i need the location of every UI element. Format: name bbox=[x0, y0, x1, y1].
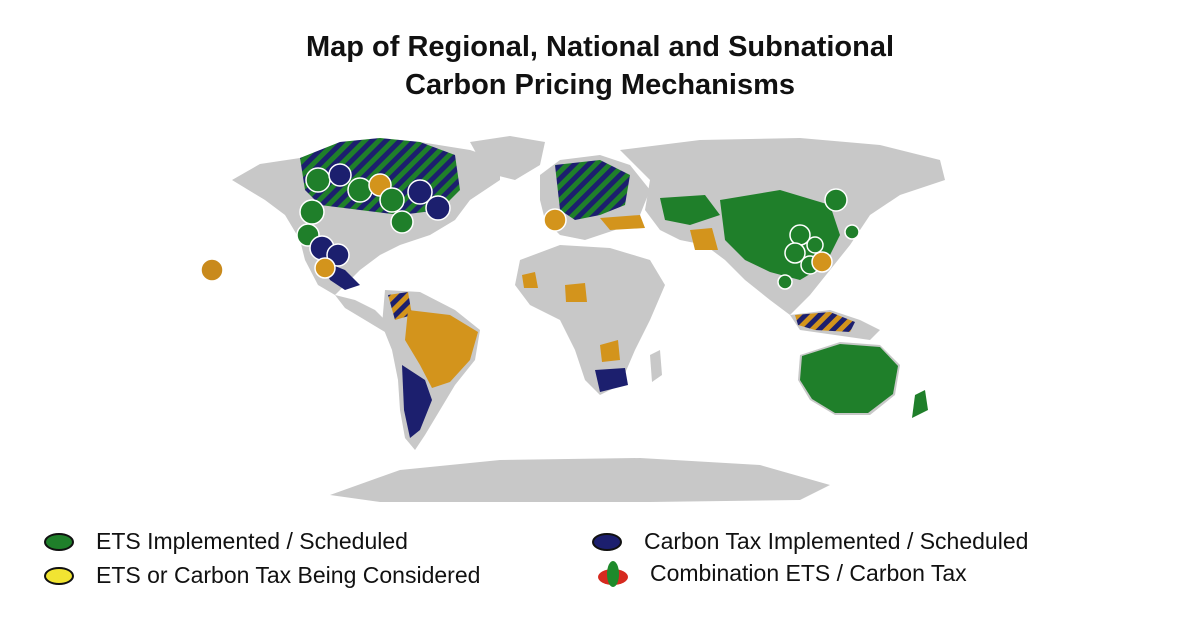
madagascar bbox=[650, 350, 662, 382]
marker-hawaii bbox=[200, 258, 224, 282]
marker-thailand bbox=[777, 274, 793, 290]
marker-nova-scotia bbox=[425, 195, 451, 221]
marker-china-e bbox=[811, 251, 833, 273]
marker-bc bbox=[305, 167, 331, 193]
tax-swatch-icon bbox=[592, 532, 622, 551]
turkey-region bbox=[600, 215, 645, 230]
marker-china-b bbox=[806, 236, 824, 254]
title-line-2: Carbon Pricing Mechanisms bbox=[405, 69, 795, 101]
subnational-markers bbox=[200, 163, 860, 290]
legend-label-tax: Carbon Tax Implemented / Scheduled bbox=[644, 528, 1029, 554]
central-america bbox=[335, 295, 390, 332]
marker-japan bbox=[844, 224, 860, 240]
legend-item-tax: Carbon Tax Implemented / Scheduled bbox=[592, 528, 1028, 555]
africa bbox=[515, 245, 665, 395]
kazakhstan-region bbox=[660, 195, 720, 225]
brazil-region bbox=[405, 310, 478, 388]
legend-item-considered: ETS or Carbon Tax Being Considered bbox=[44, 562, 480, 589]
marker-korea bbox=[824, 188, 848, 212]
indonesia-region bbox=[795, 312, 855, 332]
marker-ontario bbox=[379, 187, 405, 213]
world-map-svg bbox=[200, 136, 945, 502]
world-map bbox=[0, 120, 1200, 520]
marker-uk bbox=[543, 208, 567, 232]
combination-swatch-icon bbox=[596, 560, 630, 587]
south-africa-region bbox=[595, 368, 628, 392]
map-title: Map of Regional, National and Subnationa… bbox=[0, 28, 1200, 104]
marker-quebec bbox=[407, 179, 433, 205]
west-africa-region bbox=[522, 272, 538, 288]
legend-label-ets: ETS Implemented / Scheduled bbox=[96, 528, 408, 554]
legend-item-combination: Combination ETS / Carbon Tax bbox=[596, 560, 967, 587]
argentina-chile-region bbox=[402, 365, 432, 438]
considered-swatch-icon bbox=[44, 566, 74, 585]
greenland bbox=[470, 136, 545, 180]
ets-swatch-icon bbox=[44, 532, 74, 551]
marker-saskatchewan bbox=[347, 177, 373, 203]
central-africa-region bbox=[565, 283, 587, 302]
marker-washington bbox=[299, 199, 325, 225]
antarctica bbox=[330, 458, 830, 502]
marker-mexico-b bbox=[314, 257, 336, 279]
colombia-region bbox=[388, 292, 412, 320]
title-line-1: Map of Regional, National and Subnationa… bbox=[305, 31, 895, 63]
legend-item-ets: ETS Implemented / Scheduled bbox=[44, 528, 408, 555]
marker-alberta bbox=[328, 163, 352, 187]
legend-label-combination: Combination ETS / Carbon Tax bbox=[650, 560, 967, 586]
australia-region bbox=[800, 344, 898, 413]
marker-northeast-us bbox=[390, 210, 414, 234]
europe-region bbox=[555, 160, 630, 220]
legend-label-considered: ETS or Carbon Tax Being Considered bbox=[96, 562, 481, 588]
new-zealand-region bbox=[912, 390, 928, 418]
marker-china-c bbox=[784, 242, 806, 264]
east-africa-region bbox=[600, 340, 620, 362]
iran-region bbox=[690, 228, 718, 250]
map-legend: ETS Implemented / Scheduled ETS or Carbo… bbox=[0, 520, 1200, 620]
